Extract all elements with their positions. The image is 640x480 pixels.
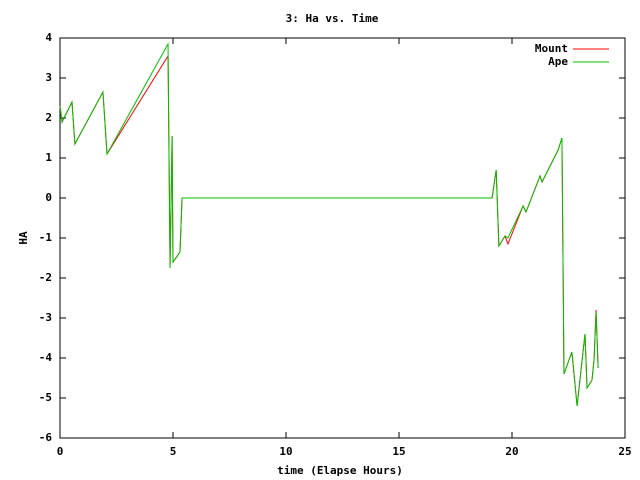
- x-tick-label: 0: [57, 445, 64, 458]
- x-tick-label: 10: [279, 445, 292, 458]
- y-tick-label: -6: [39, 431, 53, 444]
- x-axis-label: time (Elapse Hours): [277, 464, 403, 477]
- y-tick-label: 1: [45, 151, 52, 164]
- chart-title: 3: Ha vs. Time: [286, 12, 379, 25]
- y-tick-label: 0: [45, 191, 52, 204]
- series-line: [59, 42, 599, 407]
- x-tick-label: 5: [170, 445, 177, 458]
- y-tick-label: -3: [39, 311, 52, 324]
- y-tick-label: -1: [39, 231, 53, 244]
- y-tick-label: 3: [45, 71, 52, 84]
- y-tick-label: -4: [39, 351, 53, 364]
- legend-label: Ape: [548, 55, 568, 68]
- y-tick-label: -2: [39, 271, 52, 284]
- x-tick-label: 15: [392, 445, 405, 458]
- y-tick-label: 2: [45, 111, 52, 124]
- x-tick-label: 20: [505, 445, 518, 458]
- y-tick-label: -5: [39, 391, 52, 404]
- legend-label: Mount: [535, 42, 568, 55]
- x-tick-label: 25: [618, 445, 631, 458]
- plot-border: [59, 37, 626, 439]
- y-tick-label: 4: [45, 31, 52, 44]
- y-axis-label: HA: [17, 231, 30, 245]
